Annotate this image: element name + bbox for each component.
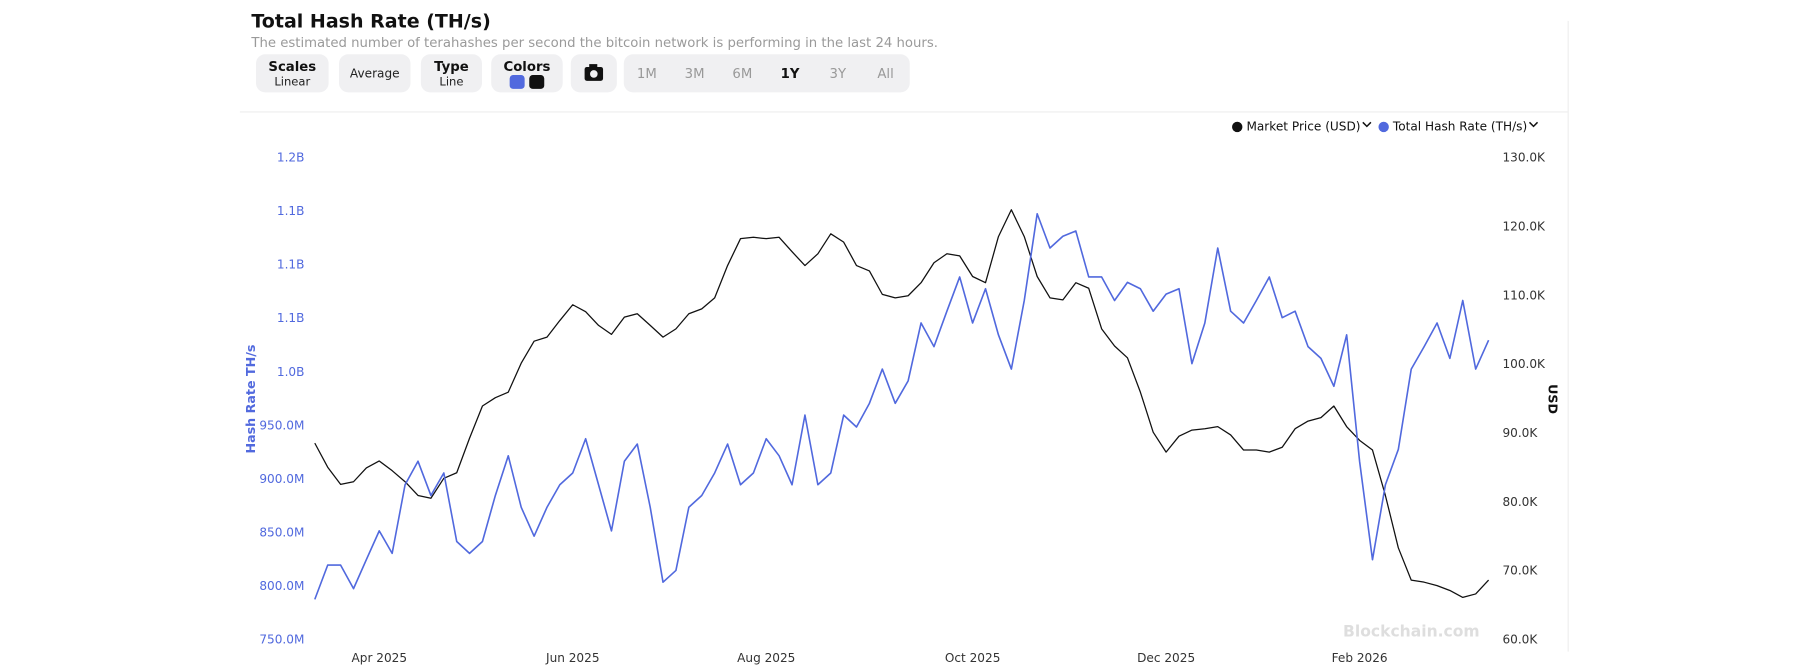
range-button[interactable]: 3M [685,67,705,82]
button-value: Linear [274,74,310,88]
y2-tick-label: 110.0K [1502,288,1546,302]
camera-icon [589,64,598,68]
series-line [314,212,1490,600]
range-group [623,54,910,93]
camera-button[interactable] [570,54,617,93]
button-bg [255,54,329,93]
y-tick-label: 1.1B [277,311,305,325]
y-axis-label: Hash Rate TH/s [243,345,258,454]
y-tick-label: 850.0M [259,525,304,539]
range-button[interactable]: 6M [732,67,752,82]
y-tick-label: 800.0M [259,579,304,593]
range-button[interactable]: 1Y [781,67,800,82]
button-label: Scales [268,60,316,75]
button-bg [339,54,411,93]
color-swatch [529,75,545,89]
range-button[interactable]: 3Y [830,67,847,82]
chart-title: Total Hash Rate (TH/s) [251,11,490,33]
legend-chevron [1528,121,1539,128]
x-tick-label: Feb 2026 [1332,651,1388,665]
legend-label: Market Price (USD) [1246,119,1360,133]
y2-tick-label: 80.0K [1502,495,1538,509]
y-tick-label: 750.0M [259,633,304,647]
legend-item[interactable]: Total Hash Rate (TH/s) [1378,119,1539,133]
range-button[interactable]: All [877,67,893,82]
color-swatch [509,75,525,89]
y2-tick-label: 120.0K [1502,219,1546,233]
y-tick-label: 1.0B [277,365,305,379]
button-label: Colors [503,60,550,75]
y-tick-label: 1.2B [277,151,305,165]
toolbar-button[interactable]: Average [339,54,411,93]
button-bg [491,54,563,93]
y-tick-label: 1.1B [277,258,305,272]
y2-tick-label: 130.0K [1502,151,1546,165]
x-tick-label: Aug 2025 [737,651,795,665]
legend-chevron [1362,121,1372,128]
x-tick-label: Dec 2025 [1137,651,1195,665]
series-line [314,209,1490,599]
legend-label: Total Hash Rate (TH/s) [1392,119,1527,133]
watermark: Blockchain.com [1343,622,1480,640]
x-tick-label: Oct 2025 [945,651,1001,665]
toolbar-button[interactable]: Colors [491,54,563,93]
button-bg [420,54,482,93]
x-tick-label: Jun 2025 [545,651,600,665]
button-label: Type [434,60,469,75]
legend-dot [1232,121,1243,133]
y-tick-label: 950.0M [259,418,304,432]
legend-dot [1378,121,1389,133]
y2-tick-label: 100.0K [1502,357,1546,371]
legend-item[interactable]: Market Price (USD) [1232,119,1372,133]
chart-subtitle: The estimated number of terahashes per s… [250,36,938,51]
range-button[interactable]: 1M [637,67,657,82]
y2-tick-label: 90.0K [1502,426,1538,440]
x-tick-label: Apr 2025 [352,651,408,665]
y2-axis-label: USD [1546,384,1561,414]
button-label: Average [350,66,400,80]
camera-icon [590,70,598,78]
y2-tick-label: 70.0K [1502,564,1538,578]
y-tick-label: 1.1B [277,204,305,218]
button-value: Line [439,74,463,88]
y2-tick-label: 60.0K [1502,633,1538,647]
y-tick-label: 900.0M [259,472,304,486]
